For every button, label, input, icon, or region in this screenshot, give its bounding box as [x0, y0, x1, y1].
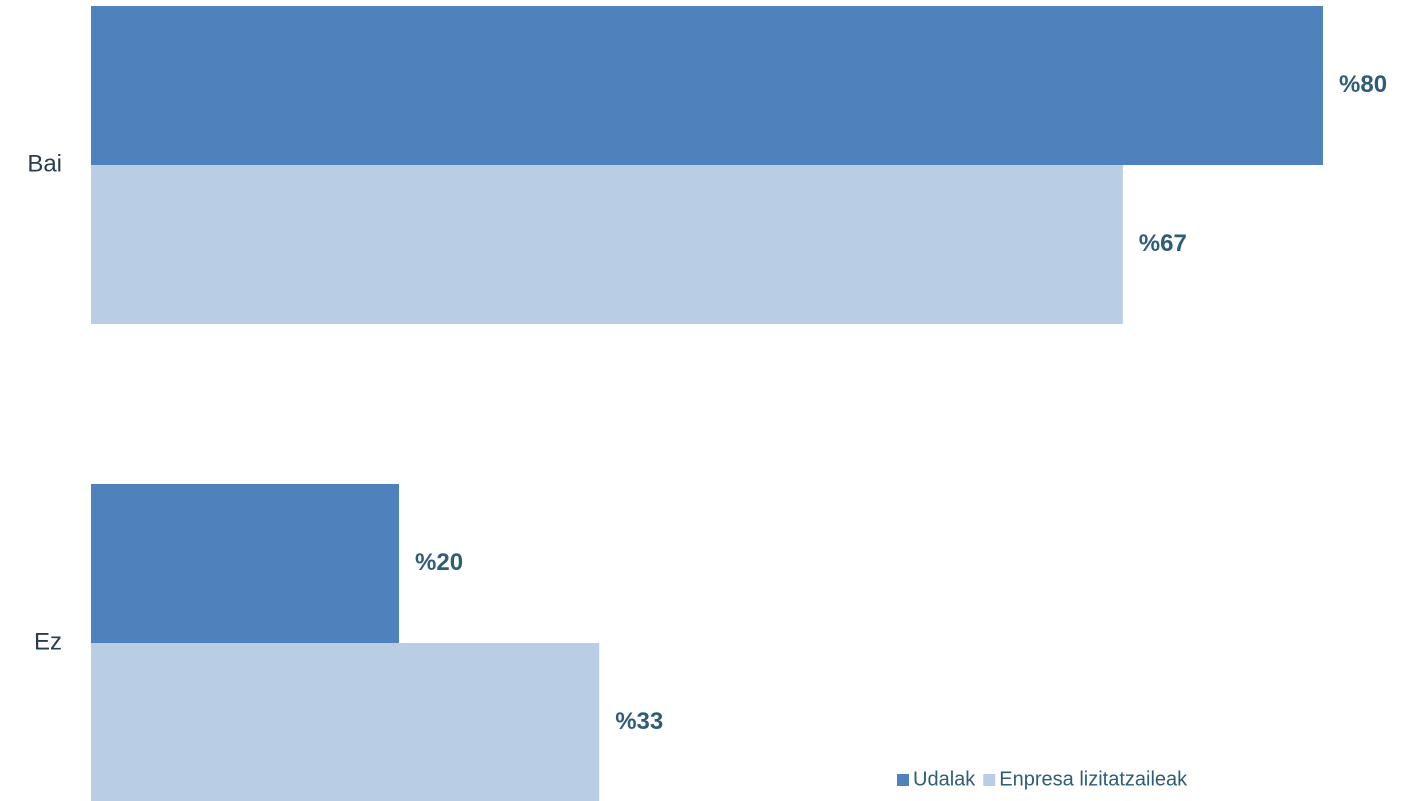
legend-label-enpresa: Enpresa lizitatzaileak: [999, 768, 1188, 790]
category-label-bai: Bai: [27, 150, 62, 177]
bar-udalak-bai: [91, 6, 1323, 165]
data-label-enpresa-bai: %67: [1139, 230, 1187, 257]
bar-udalak-ez: [91, 484, 399, 643]
data-label-enpresa-ez: %33: [615, 708, 663, 735]
category-label-ez: Ez: [34, 628, 62, 655]
bar-enpresa-bai: [91, 165, 1123, 324]
data-label-udalak-ez: %20: [415, 549, 463, 576]
legend-label-udalak: Udalak: [913, 768, 976, 790]
legend-swatch-udalak: [897, 774, 909, 786]
bar-enpresa-ez: [91, 643, 600, 801]
data-label-udalak-bai: %80: [1339, 71, 1387, 98]
legend-swatch-enpresa: [983, 774, 996, 786]
